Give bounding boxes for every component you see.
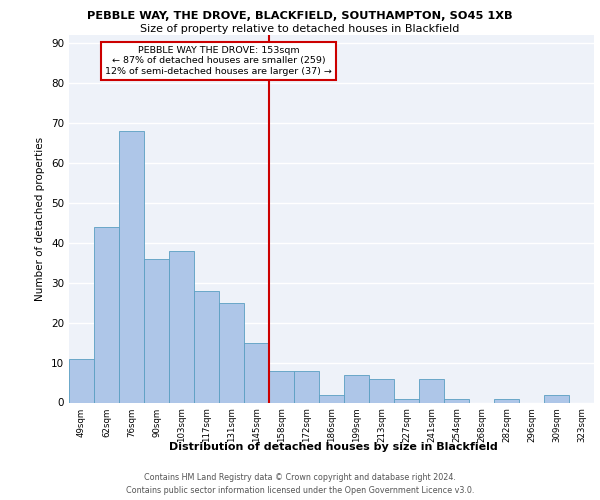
Bar — [444, 398, 469, 402]
Y-axis label: Number of detached properties: Number of detached properties — [35, 136, 46, 301]
Bar — [244, 342, 269, 402]
Bar — [294, 370, 319, 402]
Text: Contains public sector information licensed under the Open Government Licence v3: Contains public sector information licen… — [126, 486, 474, 495]
Bar — [169, 250, 194, 402]
Bar — [319, 394, 344, 402]
Bar — [494, 398, 519, 402]
Bar — [219, 302, 244, 402]
Bar — [369, 378, 394, 402]
Bar — [119, 131, 144, 402]
Text: Size of property relative to detached houses in Blackfield: Size of property relative to detached ho… — [140, 24, 460, 34]
Bar — [269, 370, 294, 402]
Bar — [69, 358, 94, 403]
Bar — [544, 394, 569, 402]
Bar — [194, 290, 219, 403]
Text: Distribution of detached houses by size in Blackfield: Distribution of detached houses by size … — [169, 442, 497, 452]
Text: PEBBLE WAY, THE DROVE, BLACKFIELD, SOUTHAMPTON, SO45 1XB: PEBBLE WAY, THE DROVE, BLACKFIELD, SOUTH… — [87, 11, 513, 21]
Text: Contains HM Land Registry data © Crown copyright and database right 2024.: Contains HM Land Registry data © Crown c… — [144, 472, 456, 482]
Bar — [144, 258, 169, 402]
Text: PEBBLE WAY THE DROVE: 153sqm
← 87% of detached houses are smaller (259)
12% of s: PEBBLE WAY THE DROVE: 153sqm ← 87% of de… — [105, 46, 332, 76]
Bar — [419, 378, 444, 402]
Bar — [344, 374, 369, 402]
Bar — [394, 398, 419, 402]
Bar — [94, 226, 119, 402]
